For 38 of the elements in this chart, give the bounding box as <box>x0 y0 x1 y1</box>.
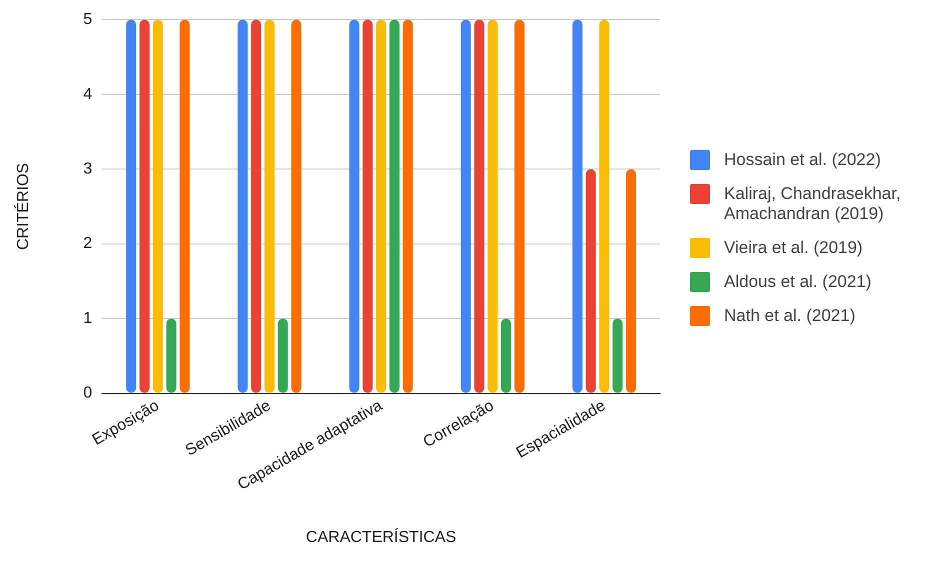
bar <box>488 20 498 393</box>
bar <box>238 20 248 393</box>
bar <box>460 20 471 393</box>
bar <box>612 318 623 393</box>
bar <box>626 169 636 393</box>
bar <box>349 20 360 393</box>
x-axis-title: CARACTERÍSTICAS <box>306 528 456 546</box>
legend-label: Vieira et al. (2019) <box>724 238 863 258</box>
bar <box>572 20 582 393</box>
bar <box>278 318 288 393</box>
bar <box>264 20 274 393</box>
y-axis-title: CRITÉRIOS <box>14 162 32 250</box>
bar <box>599 20 610 393</box>
bar <box>402 20 413 393</box>
y-tick-label: 1 <box>83 310 92 327</box>
bar <box>291 20 302 393</box>
legend-label: Hossain et al. (2022) <box>724 150 881 170</box>
bar <box>126 20 136 393</box>
y-tick-label: 5 <box>83 11 92 28</box>
legend-label: Nath et al. (2021) <box>724 306 856 326</box>
bar <box>376 20 386 393</box>
bar <box>152 20 163 393</box>
bar <box>180 20 190 393</box>
bar <box>139 20 150 393</box>
legend-label: Kaliraj, Chandrasekhar, Amachandran (2019) <box>724 184 902 224</box>
bar <box>501 318 512 393</box>
y-tick-label: 2 <box>83 235 92 252</box>
bar <box>251 20 262 393</box>
y-tick-label: 0 <box>83 384 92 402</box>
y-tick-label: 4 <box>83 86 92 103</box>
legend-label: Aldous et al. (2021) <box>724 272 872 292</box>
bar <box>362 20 373 393</box>
bar <box>586 169 596 393</box>
bar <box>389 20 400 393</box>
bar <box>474 20 484 393</box>
bar <box>166 318 176 393</box>
y-tick-label: 3 <box>83 160 92 178</box>
bar <box>514 20 524 393</box>
